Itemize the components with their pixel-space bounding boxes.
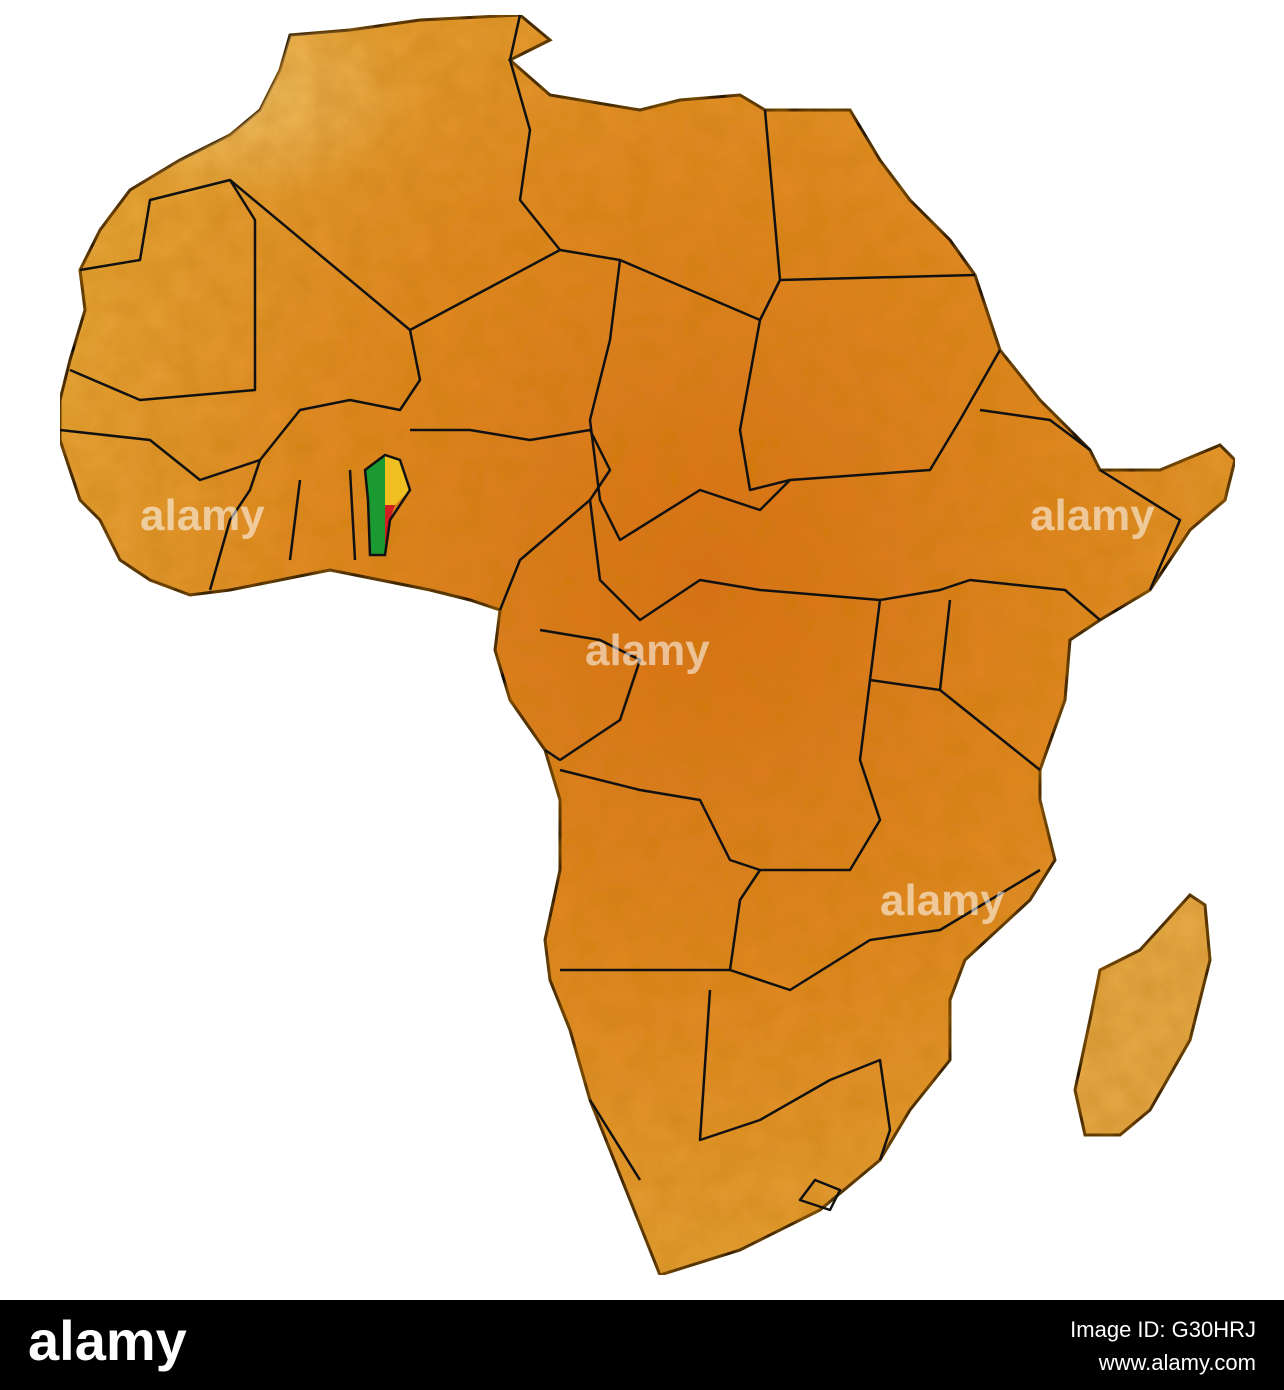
border <box>798 1178 842 1212</box>
image-id: Image ID: G30HRJ <box>1070 1317 1256 1342</box>
watermark: alamy <box>585 626 710 675</box>
border <box>208 329 422 591</box>
watermark: alamy <box>880 876 1005 925</box>
footer-bar <box>0 1300 1284 1390</box>
border <box>410 428 612 611</box>
sahara-light <box>100 15 640 330</box>
borders <box>59 14 1182 1212</box>
madagascar <box>1073 893 1212 1137</box>
border <box>979 408 1182 591</box>
border <box>588 259 791 542</box>
footer-url: www.alamy.com <box>1098 1350 1256 1375</box>
africa <box>58 13 1237 1277</box>
border <box>69 178 257 402</box>
border <box>539 628 642 762</box>
border <box>559 768 1041 992</box>
benin-outline <box>363 453 412 557</box>
benin-yellow <box>385 455 410 505</box>
benin-red <box>385 505 395 555</box>
border <box>588 989 892 1181</box>
benin-highlight <box>363 453 412 557</box>
border <box>59 428 357 561</box>
watermarks: alamy alamy alamy alamy <box>140 491 1155 925</box>
footer-brand: alamy <box>28 1309 187 1372</box>
border <box>560 599 882 972</box>
border <box>588 499 1101 622</box>
watermark: alamy <box>140 491 265 540</box>
watermark: alamy <box>1030 491 1155 540</box>
border <box>869 599 1041 771</box>
border <box>508 14 561 251</box>
continent <box>58 13 1237 1277</box>
border <box>738 109 1002 492</box>
